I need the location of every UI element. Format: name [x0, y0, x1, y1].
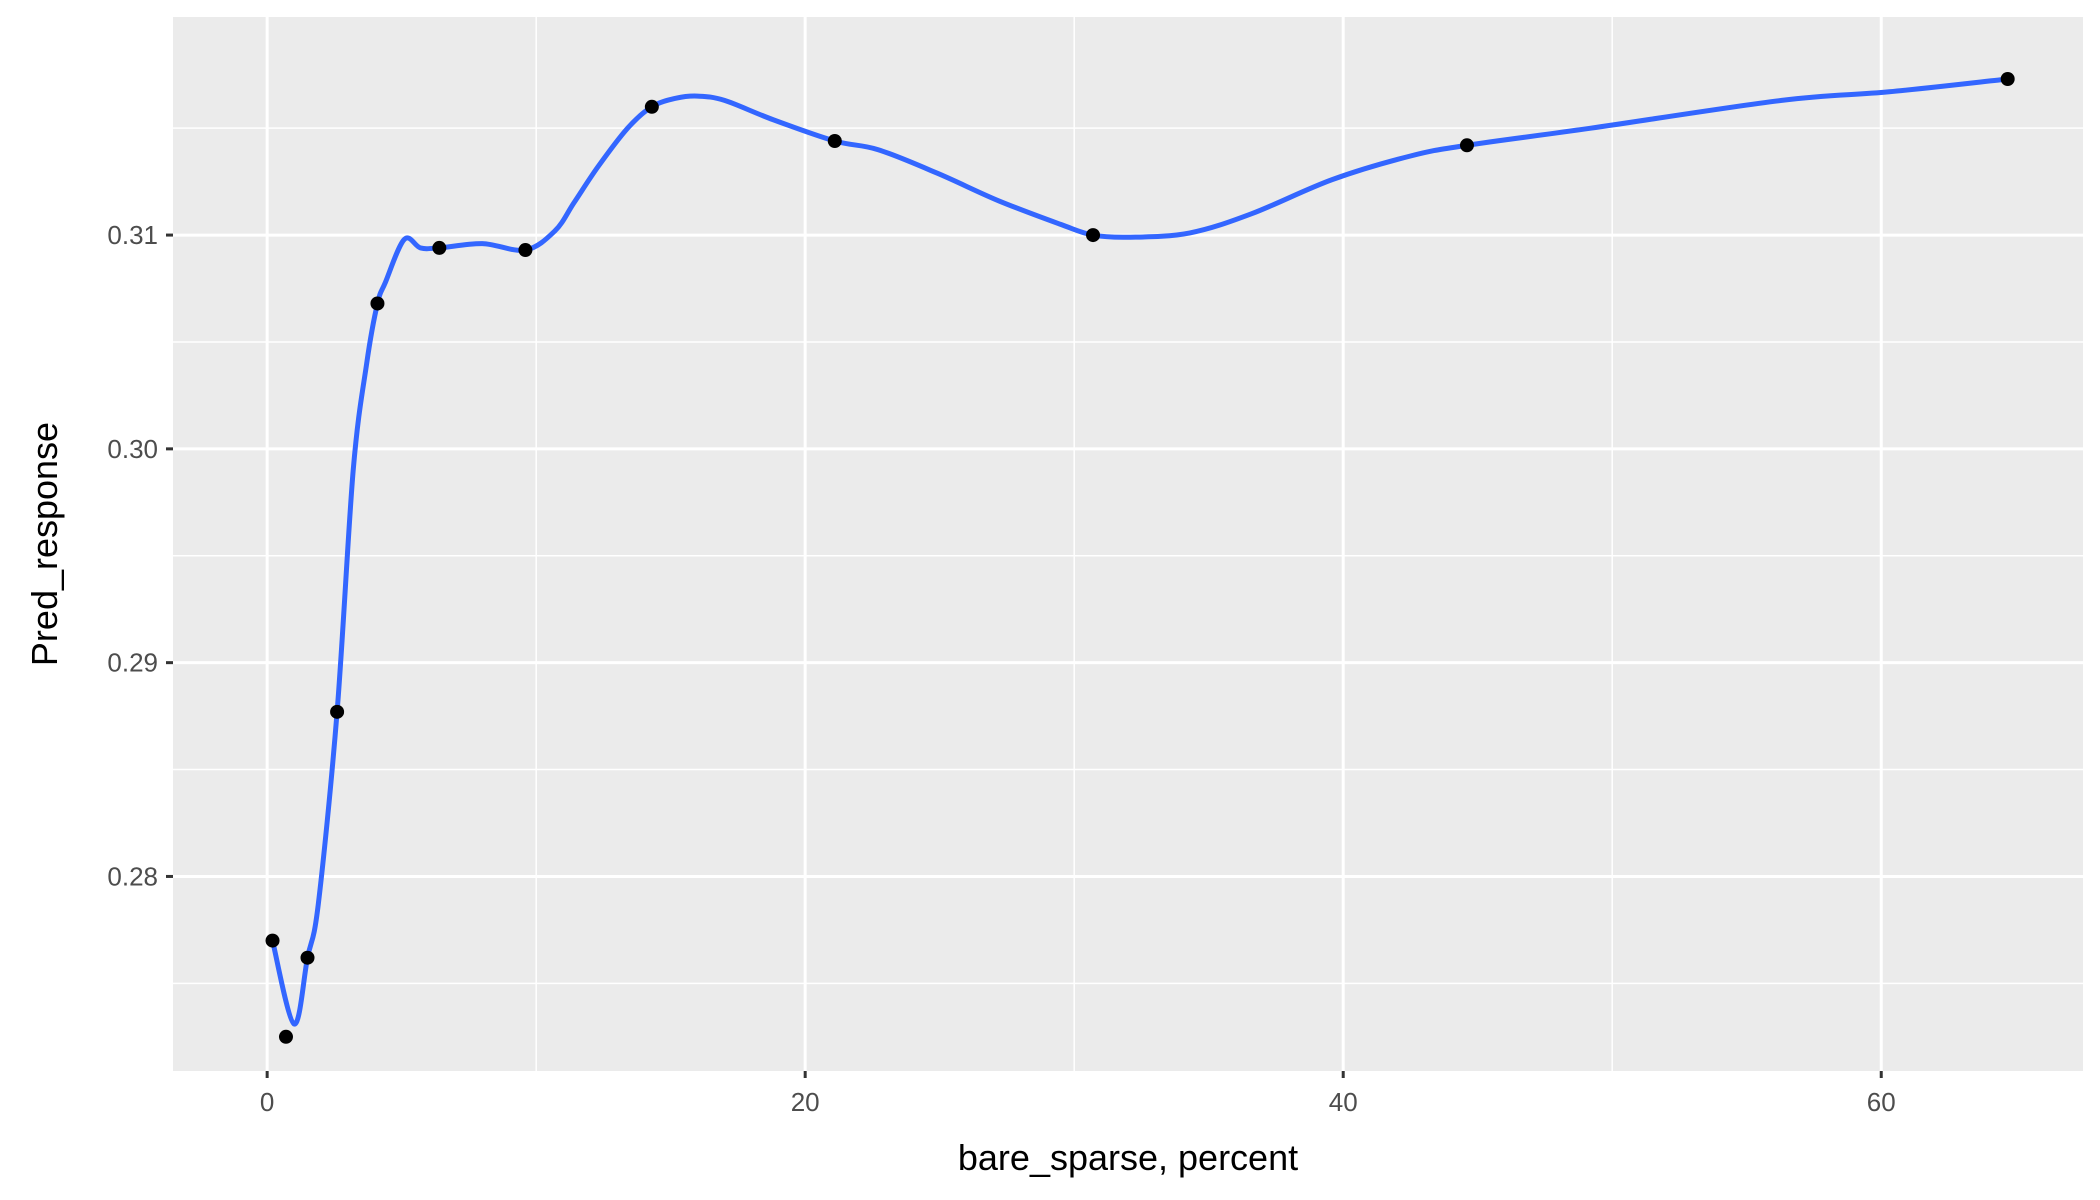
y-axis-ticks [166, 233, 173, 878]
y-axis-title: Pred_response [24, 422, 65, 666]
x-axis-title: bare_sparse, percent [958, 1137, 1298, 1178]
data-point [2000, 72, 2015, 86]
smooth-line [270, 76, 2011, 1027]
y-tick-label: 0.31 [107, 220, 158, 250]
data-point [278, 1029, 293, 1044]
x-axis-tick-labels: 0 20 40 60 [260, 1087, 1896, 1117]
data-point [370, 296, 385, 311]
data-point [265, 933, 280, 948]
major-gridlines [173, 17, 2083, 1071]
x-tick-label: 0 [260, 1087, 274, 1117]
data-point [518, 243, 533, 258]
y-tick-label: 0.28 [107, 861, 158, 891]
data-point [1086, 228, 1101, 243]
x-axis-ticks [265, 1071, 1883, 1078]
plot-panel [173, 17, 2083, 1071]
data-points [265, 72, 2015, 1044]
y-tick-label: 0.29 [107, 648, 158, 678]
y-tick-label: 0.30 [107, 434, 158, 464]
minor-gridlines [173, 17, 2083, 1071]
x-tick-label: 40 [1329, 1087, 1358, 1117]
data-point [827, 134, 842, 148]
data-point [644, 99, 659, 114]
x-tick-label: 60 [1867, 1087, 1896, 1117]
data-point [330, 704, 345, 719]
data-point [432, 240, 447, 255]
x-tick-label: 20 [791, 1087, 820, 1117]
data-point [300, 950, 315, 965]
y-axis-tick-labels: 0.28 0.29 0.30 0.31 [107, 220, 158, 891]
data-point [1459, 138, 1474, 153]
